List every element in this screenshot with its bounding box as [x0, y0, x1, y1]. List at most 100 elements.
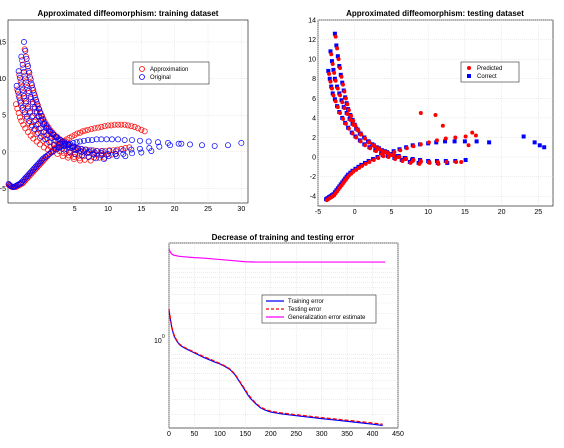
point-approximation [108, 122, 115, 129]
point-predicted [376, 156, 381, 161]
point-predicted [374, 149, 379, 154]
x-tick-label: 5 [389, 209, 393, 216]
y-tick-label: 8 [312, 76, 316, 83]
point-original [121, 137, 128, 143]
legend-marker-predicted [467, 66, 471, 70]
point-predicted [417, 161, 422, 166]
point-original [19, 61, 26, 68]
x-tick-label: 150 [239, 431, 251, 438]
point-approximation [85, 126, 91, 133]
point-approximation [135, 125, 141, 132]
grid-error [168, 242, 399, 428]
point-predicted [328, 79, 333, 84]
series-line-generalization-error-estimate [168, 248, 386, 263]
x-tick-label: 350 [341, 431, 353, 438]
point-original [137, 145, 143, 152]
chart-title-testing: Approximated diffeomorphism: testing dat… [346, 9, 524, 18]
point-approximation [59, 153, 66, 160]
point-predicted [345, 102, 350, 107]
x-tick-label: 25 [534, 209, 542, 216]
point-approximation [18, 118, 25, 124]
point-original [43, 124, 50, 131]
point-original [61, 142, 68, 149]
point-correct [339, 98, 344, 103]
legend-label-generalization-error: Generalization error estimate [288, 315, 366, 321]
point-original [41, 129, 47, 135]
point-predicted [440, 123, 445, 128]
point-original [72, 151, 79, 157]
point-predicted [333, 34, 338, 39]
point-original [52, 137, 59, 144]
point-original [93, 155, 99, 162]
point-original [29, 99, 36, 105]
legend-box-testing [460, 61, 520, 83]
point-original [77, 138, 83, 145]
point-predicted [398, 148, 403, 153]
point-predicted [340, 116, 345, 121]
point-original [13, 82, 20, 89]
point-original [65, 141, 72, 148]
point-approximation [74, 130, 81, 137]
point-approximation [33, 138, 40, 145]
point-original [26, 118, 33, 124]
point-predicted [363, 136, 367, 141]
ticks-error: 0 50 100 150 200 250 300 350 400 450 [167, 431, 404, 438]
point-predicted [470, 130, 475, 135]
point-predicted [444, 159, 449, 164]
y-tick-label: 14 [308, 18, 316, 25]
point-correct [331, 67, 336, 72]
point-predicted [350, 131, 355, 136]
y-tick-label: 0 [2, 149, 6, 156]
x-tick-label: 0 [167, 431, 171, 438]
ticks-testing: -5 0 5 10 15 20 25 -4 -2 0 2 4 6 8 10 12 14 [308, 18, 542, 217]
point-original [66, 148, 73, 155]
point-original [98, 150, 105, 157]
legend-marker-correct [467, 74, 471, 78]
point-predicted [336, 57, 341, 62]
point-approximation [111, 121, 118, 128]
point-original [38, 133, 45, 140]
legend-label-testing-error: Testing error [288, 307, 321, 313]
point-original [78, 148, 85, 155]
marks-testing [324, 31, 547, 203]
point-predicted [400, 158, 405, 163]
point-predicted [408, 160, 413, 165]
chart-title-training: Approximated diffeomorphism: training da… [38, 9, 219, 18]
x-tick-label: 20 [171, 206, 179, 213]
point-approximation [17, 78, 24, 85]
point-approximation [20, 65, 27, 72]
point-original [31, 126, 38, 133]
point-predicted [343, 96, 348, 101]
point-correct [474, 139, 479, 144]
point-predicted [371, 157, 376, 162]
x-tick-label: 20 [498, 209, 506, 216]
point-original [167, 142, 173, 149]
point-correct [521, 134, 526, 139]
point-predicted [426, 140, 431, 145]
point-original [113, 153, 120, 160]
point-predicted [418, 111, 423, 115]
point-approximation [131, 123, 138, 130]
point-predicted [404, 146, 409, 151]
point-approximation [17, 114, 23, 121]
legend-label-correct: Correct [477, 74, 497, 80]
y-tick-label: 2 [312, 135, 316, 142]
point-original [39, 156, 45, 163]
point-original [61, 146, 67, 153]
point-predicted [434, 138, 439, 143]
point-approximation [122, 145, 129, 152]
point-approximation [16, 71, 23, 78]
point-original [37, 125, 44, 132]
point-original [17, 99, 24, 106]
point-predicted [403, 157, 408, 162]
point-predicted [459, 159, 464, 164]
point-original [148, 148, 155, 154]
point-correct [337, 91, 342, 96]
point-approximation [128, 123, 135, 130]
point-predicted [372, 144, 377, 149]
legend-label-training-error: Training error [288, 299, 324, 305]
x-tick-label: 300 [316, 431, 328, 438]
point-original [79, 152, 85, 159]
legend-label-approximation: Approximation [150, 67, 188, 73]
